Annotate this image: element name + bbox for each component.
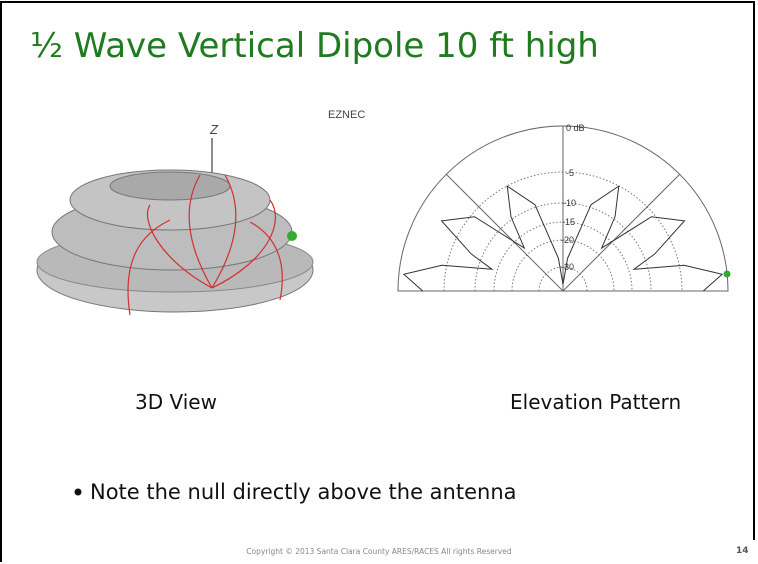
caption: Elevation Pattern xyxy=(510,390,682,414)
marker xyxy=(287,231,297,241)
slide-title: ½ Wave Vertical Dipole 10 ft high xyxy=(30,26,599,66)
elevation-plot: 0 dB -5 -10 -15 -20 -30 xyxy=(397,123,731,292)
page-number: 14 xyxy=(736,546,749,556)
ring-label: -30 xyxy=(561,262,574,272)
ring-label: -20 xyxy=(561,235,574,245)
ring xyxy=(474,202,652,292)
radial xyxy=(445,173,564,292)
software-label: EZNEC xyxy=(328,109,365,121)
ring-label: -15 xyxy=(562,217,575,227)
view-3d: Z EZNEC xyxy=(36,109,365,316)
caption: 3D View xyxy=(135,390,217,414)
bullet: Note the null directly above the antenna xyxy=(90,480,517,504)
bullet-dot xyxy=(74,488,82,496)
radial xyxy=(562,173,681,292)
upper-lobe-inner xyxy=(109,171,231,201)
ring-label: 0 dB xyxy=(566,123,585,133)
outer-ring xyxy=(397,125,729,292)
marker xyxy=(723,270,731,278)
copyright: Copyright © 2013 Santa Clara County ARES… xyxy=(246,547,512,556)
z-axis-label: Z xyxy=(209,122,219,137)
ring-label: -10 xyxy=(563,198,576,208)
pattern-trace xyxy=(127,174,283,316)
lobe-outline xyxy=(402,185,724,292)
ring xyxy=(511,239,615,292)
ring-label: -5 xyxy=(566,168,574,178)
ring xyxy=(493,221,633,292)
